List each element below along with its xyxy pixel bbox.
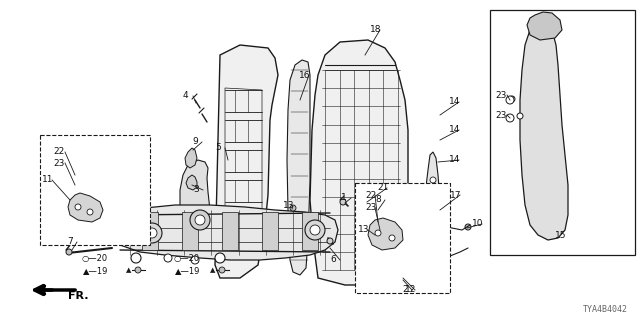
Circle shape [340, 199, 346, 205]
Circle shape [191, 256, 199, 264]
Text: 8: 8 [375, 196, 381, 204]
Text: 17: 17 [450, 190, 461, 199]
Circle shape [66, 249, 72, 255]
Text: 16: 16 [299, 70, 310, 79]
Circle shape [305, 220, 325, 240]
Circle shape [517, 113, 523, 119]
Polygon shape [310, 40, 408, 285]
Text: 14: 14 [449, 156, 460, 164]
Text: ○—20: ○—20 [82, 253, 108, 262]
Circle shape [75, 204, 81, 210]
Text: ▲—19: ▲—19 [83, 267, 108, 276]
Text: 14: 14 [449, 98, 460, 107]
Polygon shape [368, 218, 403, 250]
Text: 5: 5 [215, 143, 221, 153]
Circle shape [430, 197, 436, 203]
Polygon shape [142, 212, 158, 250]
Polygon shape [186, 175, 197, 190]
Circle shape [131, 253, 141, 263]
Circle shape [219, 267, 225, 273]
Bar [355, 183, 450, 293]
Circle shape [147, 228, 157, 238]
Text: 6: 6 [330, 255, 336, 265]
Text: 21: 21 [377, 183, 388, 193]
Polygon shape [424, 152, 441, 260]
Circle shape [389, 235, 395, 241]
Text: 23: 23 [53, 158, 65, 167]
Text: 23: 23 [495, 91, 506, 100]
Circle shape [87, 209, 93, 215]
Text: 2: 2 [402, 285, 408, 294]
Polygon shape [185, 148, 197, 168]
Text: ▲: ▲ [211, 267, 216, 273]
Polygon shape [215, 45, 278, 278]
Text: 15: 15 [555, 230, 566, 239]
Text: 7: 7 [67, 237, 73, 246]
Text: 9: 9 [192, 138, 198, 147]
Circle shape [371, 206, 379, 214]
Polygon shape [527, 12, 562, 40]
Circle shape [215, 253, 225, 263]
Circle shape [195, 215, 205, 225]
Text: FR.: FR. [68, 291, 88, 301]
Polygon shape [287, 60, 310, 275]
Polygon shape [110, 205, 338, 260]
Circle shape [430, 217, 436, 223]
Circle shape [506, 96, 514, 104]
Polygon shape [222, 212, 238, 250]
Text: 1: 1 [341, 194, 347, 203]
Circle shape [327, 238, 333, 244]
Text: 3: 3 [193, 186, 199, 195]
Text: 18: 18 [370, 26, 381, 35]
Bar [40, 135, 150, 245]
Text: ▲: ▲ [126, 267, 132, 273]
Text: 22: 22 [365, 190, 376, 199]
Polygon shape [182, 212, 198, 250]
Text: 14: 14 [449, 125, 460, 134]
Circle shape [509, 96, 515, 102]
Text: 10: 10 [472, 220, 483, 228]
Circle shape [310, 225, 320, 235]
Text: 23: 23 [495, 110, 506, 119]
Polygon shape [262, 212, 278, 250]
Polygon shape [68, 193, 103, 222]
Polygon shape [302, 212, 318, 250]
Text: ▲—19: ▲—19 [175, 267, 200, 276]
Polygon shape [357, 195, 374, 214]
Circle shape [190, 210, 210, 230]
Bar [490, 10, 635, 255]
Text: 12: 12 [405, 285, 417, 294]
Polygon shape [180, 160, 212, 252]
Text: 23: 23 [365, 204, 376, 212]
Text: 13: 13 [358, 226, 369, 235]
Circle shape [135, 267, 141, 273]
Circle shape [465, 224, 471, 230]
Text: TYA4B4042: TYA4B4042 [583, 305, 628, 314]
Circle shape [164, 254, 172, 262]
Circle shape [375, 230, 381, 236]
Text: 13: 13 [283, 202, 294, 211]
Text: 22: 22 [53, 148, 64, 156]
Circle shape [290, 205, 296, 211]
Text: 11: 11 [42, 175, 54, 185]
Polygon shape [520, 22, 568, 240]
Circle shape [430, 177, 436, 183]
Circle shape [506, 114, 514, 122]
Text: ○—20: ○—20 [174, 253, 200, 262]
Text: 4: 4 [183, 92, 189, 100]
Circle shape [142, 223, 162, 243]
